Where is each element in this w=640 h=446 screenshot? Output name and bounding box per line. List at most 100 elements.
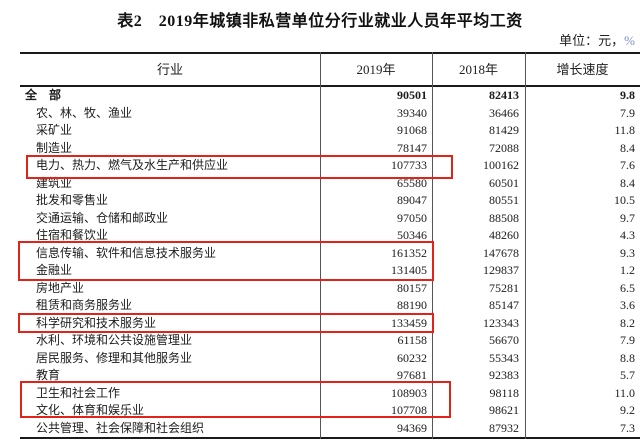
value-2018: 100162 [483,158,519,172]
growth-rate: 5.7 [620,368,635,382]
value-2018: 72088 [489,140,519,155]
growth-rate: 9.3 [620,245,635,260]
table-row: 建筑业 65580 60501 8.4 [20,175,640,193]
value-2019: 89047 [397,193,427,207]
value-2019: 108903 [391,385,427,400]
table-title: 表2 2019年城镇非私营单位分行业就业人员年平均工资 [117,13,523,30]
value-2018: 147678 [483,245,519,260]
value-2019: 39340 [397,105,427,120]
industry-name: 采矿业 [36,123,73,137]
growth-rate: 3.6 [620,298,635,312]
value-2019: 65580 [397,175,427,190]
table-row: 采矿业 91068 81429 11.8 [20,122,640,140]
growth-rate: 9.2 [620,403,635,417]
industry-name: 水利、环境和公共设施管理业 [36,333,193,347]
growth-rate: 9.7 [620,210,635,225]
growth-rate: 8.4 [620,140,635,155]
industry-name: 文化、体育和娱乐业 [36,403,145,417]
value-2019: 61158 [397,333,427,347]
unit-note-text: 单位：元， [559,33,625,48]
industry-name: 交通运输、仓储和邮政业 [36,210,169,225]
value-2018: 98621 [489,403,519,417]
unit-percent-sign: % [624,33,635,48]
growth-rate: 7.6 [620,158,635,172]
value-2019: 107708 [391,403,427,417]
table-row: 文化、体育和娱乐业 107708 98621 9.2 [20,402,640,420]
growth-rate: 9.8 [620,88,635,102]
column-header-industry: 行业 [156,62,183,77]
value-2019: 50346 [397,228,427,242]
table-row: 农、林、牧、渔业 39340 36466 7.9 [20,105,640,123]
value-2018: 75281 [489,280,519,295]
column-header-growth: 增长速度 [556,62,609,77]
value-2018: 98118 [489,385,519,400]
table-row: 制造业 78147 72088 8.4 [20,140,640,158]
table-row: 科学研究和技术服务业 133459 123343 8.2 [20,315,640,333]
industry-name: 教育 [36,368,61,382]
table-row: 交通运输、仓储和邮政业 97050 88508 9.7 [20,210,640,228]
table-row: 租赁和商务服务业 88190 85147 3.6 [20,297,640,315]
column-divider-1 [320,52,321,439]
growth-rate: 8.2 [620,315,635,330]
value-2018: 129837 [483,263,519,277]
industry-name: 住宿和餐饮业 [36,228,109,242]
column-header-2019: 2019年 [356,62,396,77]
table-row: 全 部 90501 82413 9.8 [20,87,640,105]
growth-rate: 6.5 [620,280,635,295]
value-2018: 88508 [489,210,519,225]
value-2018: 36466 [489,105,519,120]
industry-name: 电力、热力、燃气及水生产和供应业 [36,158,229,172]
growth-rate: 7.9 [620,105,635,120]
value-2019: 80157 [397,280,427,295]
value-2018: 81429 [489,123,519,137]
value-2019: 60232 [397,350,427,365]
value-2019: 161352 [391,245,427,260]
table-row: 卫生和社会工作 108903 98118 11.0 [20,385,640,403]
table-row: 金融业 131405 129837 1.2 [20,262,640,280]
table-row: 批发和零售业 89047 80551 10.5 [20,192,640,210]
industry-name: 房地产业 [36,280,85,295]
industry-name: 全 部 [25,88,62,102]
table-row: 居民服务、修理和其他服务业 60232 55343 8.8 [20,350,640,368]
value-2019: 133459 [391,315,427,330]
value-2018: 85147 [489,298,519,312]
growth-rate: 11.8 [614,123,635,137]
growth-rate: 1.2 [620,263,635,277]
table-row: 教育 97681 92383 5.7 [20,367,640,385]
industry-name: 制造业 [36,140,73,155]
table-row: 信息传输、软件和信息技术服务业 161352 147678 9.3 [20,245,640,263]
growth-rate: 11.0 [614,385,635,400]
industry-name: 公共管理、社会保障和社会组织 [36,420,205,435]
industry-name: 租赁和商务服务业 [36,298,133,312]
industry-name: 建筑业 [36,175,73,190]
value-2019: 88190 [397,298,427,312]
unit-note: 单位：元，% [559,30,635,49]
value-2019: 97681 [397,368,427,382]
table-header-rule [20,85,640,87]
table-top-rule [20,52,640,54]
value-2019: 107733 [391,158,427,172]
growth-rate: 7.9 [620,333,635,347]
table-row: 电力、热力、燃气及水生产和供应业 107733 100162 7.6 [20,157,640,175]
industry-name: 卫生和社会工作 [36,385,121,400]
industry-name: 批发和零售业 [36,193,109,207]
value-2018: 60501 [489,175,519,190]
table-row: 住宿和餐饮业 50346 48260 4.3 [20,227,640,245]
column-divider-3 [525,52,526,439]
value-2019: 131405 [391,263,427,277]
value-2019: 78147 [397,140,427,155]
industry-name: 科学研究和技术服务业 [36,315,157,330]
industry-name: 农、林、牧、渔业 [36,105,133,120]
value-2019: 94369 [397,420,427,435]
value-2018: 56670 [489,333,519,347]
value-2018: 92383 [489,368,519,382]
value-2018: 80551 [489,193,519,207]
value-2019: 90501 [397,88,427,102]
table-row: 公共管理、社会保障和社会组织 94369 87932 7.3 [20,420,640,438]
growth-rate: 8.8 [620,350,635,365]
table-body: 全 部 90501 82413 9.8 农、林、牧、渔业 39340 36466 7.9 采矿业… [20,87,640,437]
industry-name: 居民服务、修理和其他服务业 [36,350,193,365]
value-2019: 97050 [397,210,427,225]
industry-name: 信息传输、软件和信息技术服务业 [36,245,217,260]
